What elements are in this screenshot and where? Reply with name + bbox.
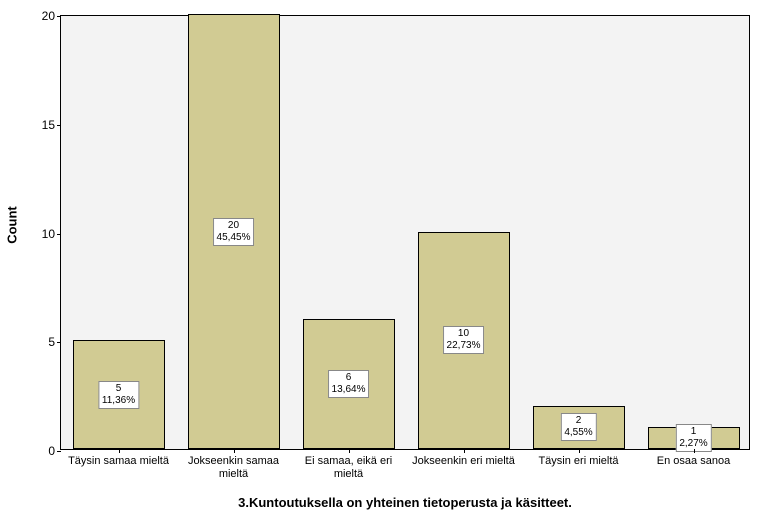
x-tick-label: Täysin eri mieltä [524, 455, 634, 468]
bars-group: 511,36% 2045,45% 613,64% 1022,73% 24,55% 12,2… [61, 16, 749, 449]
y-axis-label: Count [5, 206, 20, 244]
x-axis-title: 3.Kuntoutuksella on yhteinen tietoperust… [60, 495, 750, 510]
bar-value-label: 511,36% [98, 381, 139, 409]
x-tick-mark [694, 449, 695, 453]
x-tick-label: Ei samaa, eikä erimieltä [294, 455, 404, 481]
x-tick-label: Jokseenkin samaamieltä [179, 455, 289, 481]
x-tick-mark [464, 449, 465, 453]
x-tick-mark [349, 449, 350, 453]
x-tick-label: Täysin samaa mieltä [64, 455, 174, 468]
x-tick-label: Jokseenkin eri mieltä [409, 455, 519, 468]
y-tick-mark [57, 451, 61, 452]
bar-value-label: 12,27% [675, 424, 711, 452]
bar-value-label: 2045,45% [213, 218, 255, 246]
bar-value-label: 1022,73% [443, 326, 485, 354]
bar-value-label: 613,64% [328, 370, 370, 398]
y-tick-mark [57, 16, 61, 17]
y-tick-mark [57, 125, 61, 126]
x-tick-mark [234, 449, 235, 453]
y-tick-mark [57, 234, 61, 235]
y-tick-mark [57, 342, 61, 343]
bar-value-label: 24,55% [560, 413, 596, 441]
chart-container: Count 511,36% 2045,45% 613,64% 1022,73% 24,5… [0, 0, 767, 516]
x-tick-label: En osaa sanoa [639, 455, 749, 468]
x-tick-mark [119, 449, 120, 453]
x-tick-mark [579, 449, 580, 453]
plot-area: 511,36% 2045,45% 613,64% 1022,73% 24,55% 12,2… [60, 15, 750, 450]
